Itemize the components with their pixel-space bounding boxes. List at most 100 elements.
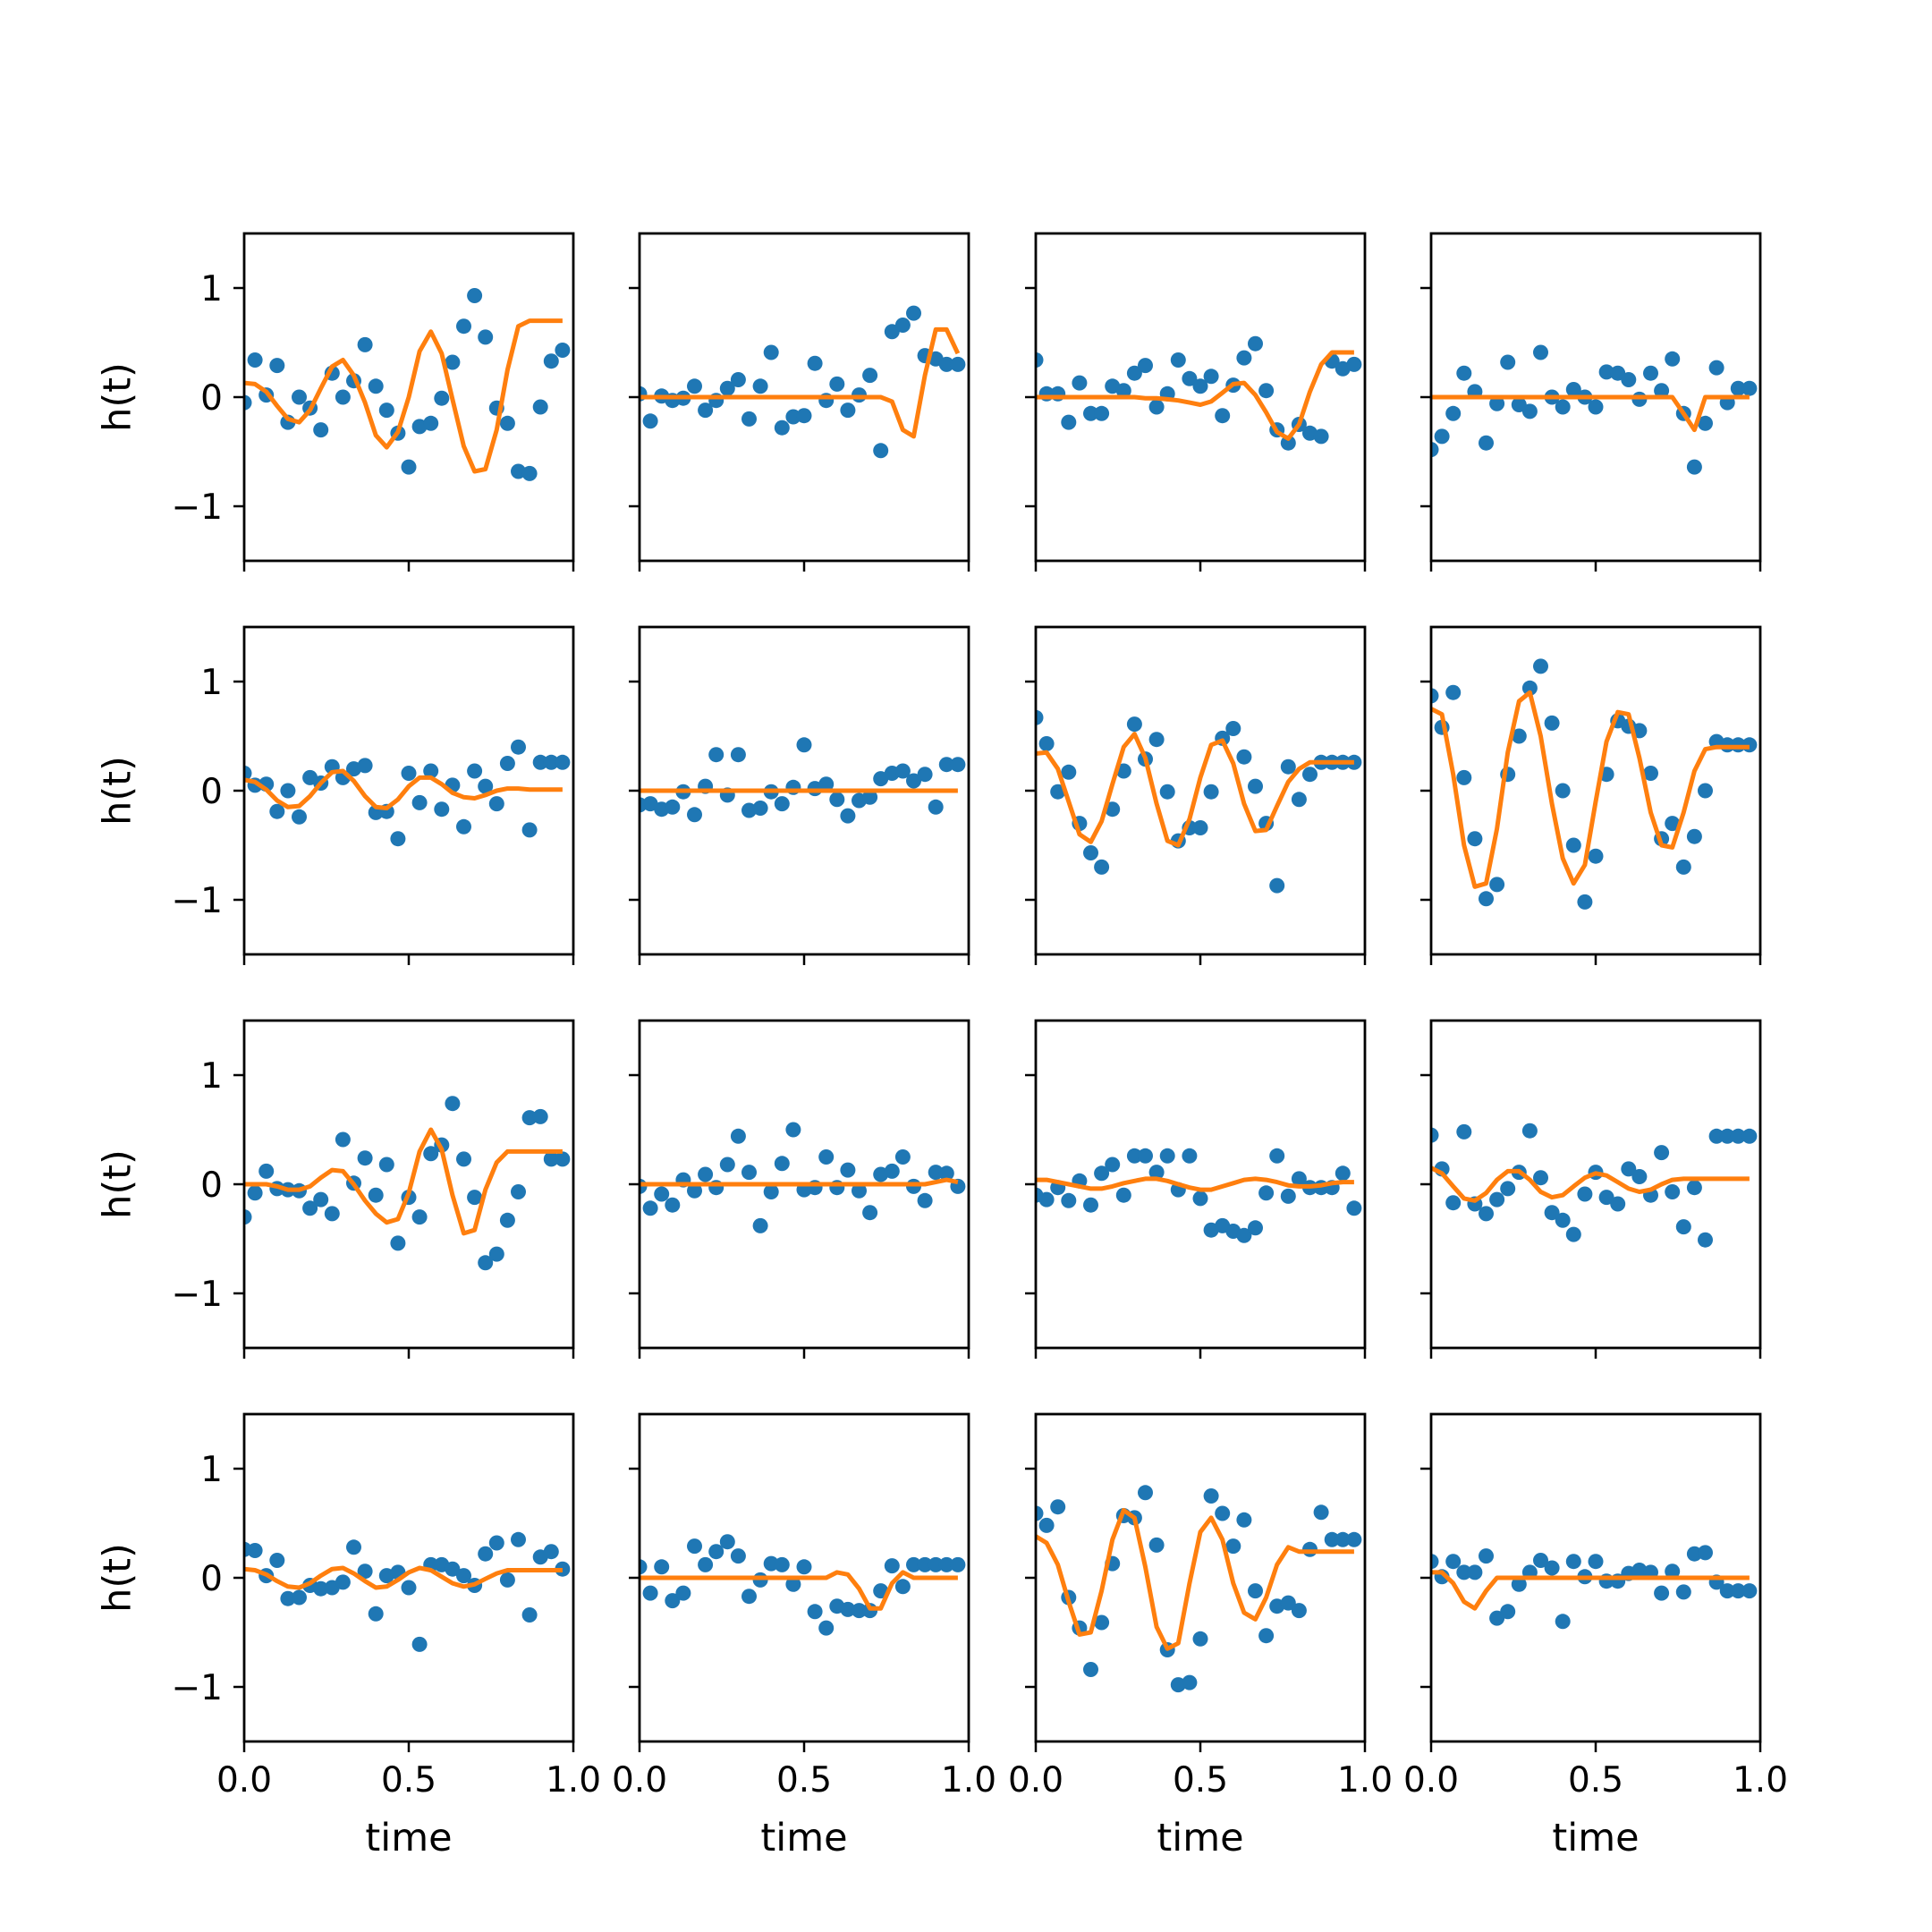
data-point (917, 767, 933, 783)
data-point (1489, 877, 1505, 893)
data-point (1675, 1584, 1691, 1600)
data-point (1544, 715, 1560, 731)
data-point (456, 818, 471, 835)
data-point (906, 773, 921, 789)
data-point (906, 305, 921, 321)
subplot-2-2 (629, 625, 970, 965)
data-point (1291, 1603, 1307, 1619)
subplot-4-2: 0.0 0.5 1.0 time (612, 1412, 996, 1860)
data-point (1335, 1165, 1351, 1182)
data-point (1431, 1554, 1439, 1570)
data-point (555, 1151, 571, 1167)
data-point (1115, 383, 1131, 399)
data-point (1445, 684, 1462, 700)
data-point (675, 1585, 691, 1601)
data-point (938, 356, 954, 372)
data-point (1072, 375, 1088, 391)
data-point (906, 1556, 921, 1572)
data-point (313, 422, 329, 438)
data-point (1598, 1190, 1614, 1206)
data-point (1708, 360, 1724, 376)
data-point (1565, 1554, 1581, 1570)
fit-line (1036, 1507, 1354, 1651)
data-point (313, 1580, 329, 1597)
y-tick-label: −1 (172, 487, 224, 528)
data-point (1215, 1505, 1231, 1521)
data-point (1225, 1538, 1241, 1555)
data-point (1675, 859, 1691, 875)
data-point (1291, 1171, 1307, 1187)
data-point (1324, 1531, 1340, 1547)
data-point (456, 1568, 471, 1584)
data-point (247, 1185, 263, 1201)
data-point (357, 336, 373, 352)
data-point (938, 1165, 954, 1182)
data-point (244, 1209, 252, 1225)
data-point (532, 1108, 548, 1124)
subplot-1-1: 1 0 −1 h(t) (96, 232, 575, 572)
data-point (456, 318, 471, 335)
x-tick-label: 0.5 (776, 1760, 832, 1801)
data-point (1192, 820, 1208, 835)
data-point (434, 801, 450, 818)
data-point (1036, 352, 1044, 368)
data-point (1061, 414, 1077, 430)
data-point (1313, 428, 1329, 445)
data-point (741, 1589, 757, 1605)
data-point (1598, 364, 1614, 380)
data-point (368, 1606, 384, 1622)
data-point (1565, 382, 1581, 397)
data-point (335, 389, 351, 405)
data-point (1061, 1192, 1077, 1208)
data-point (357, 1150, 373, 1166)
data-point (1708, 1128, 1724, 1144)
data-point (1511, 1576, 1527, 1592)
data-point (1565, 837, 1581, 853)
data-point (532, 754, 548, 770)
data-point (884, 1163, 900, 1179)
data-point (292, 389, 307, 405)
y-tick-label: 1 (200, 663, 223, 703)
data-point (247, 352, 263, 368)
data-point (1479, 1548, 1494, 1564)
data-point (1280, 435, 1296, 451)
data-point (478, 778, 494, 794)
data-point (1445, 1195, 1462, 1211)
data-point (1248, 778, 1263, 794)
fit-line (1431, 1570, 1750, 1611)
data-point (1698, 1232, 1713, 1248)
data-point (1565, 1226, 1581, 1242)
data-point (1741, 380, 1758, 396)
data-point (665, 799, 681, 815)
data-point (1192, 378, 1208, 394)
data-point (1610, 1196, 1626, 1212)
subplot-2-3 (1025, 625, 1367, 965)
data-point (499, 1212, 515, 1228)
data-point (335, 1574, 351, 1590)
data-point (785, 1122, 801, 1138)
data-point (894, 318, 911, 333)
data-point (1258, 383, 1275, 399)
data-point (511, 463, 526, 479)
data-point (1445, 405, 1462, 421)
data-point (1643, 365, 1658, 381)
data-point (1621, 1161, 1637, 1177)
data-point (1431, 442, 1439, 458)
data-point (1083, 845, 1098, 860)
data-point (1083, 405, 1098, 421)
data-point (642, 796, 658, 812)
data-point (840, 1162, 856, 1178)
data-point (1521, 403, 1538, 419)
data-point (687, 1182, 702, 1199)
fit-line (640, 1570, 958, 1611)
data-point (244, 394, 252, 411)
x-tick-label: 0.5 (1173, 1760, 1228, 1801)
fit-line (1036, 1176, 1354, 1192)
data-point (488, 1246, 504, 1262)
data-point (1665, 1563, 1681, 1580)
data-point (1521, 680, 1538, 696)
data-point (1479, 435, 1494, 451)
fit-line (640, 1177, 959, 1187)
data-point (1588, 848, 1604, 864)
subplot-3-1: 1 0 −1 h(t) (96, 1019, 575, 1359)
